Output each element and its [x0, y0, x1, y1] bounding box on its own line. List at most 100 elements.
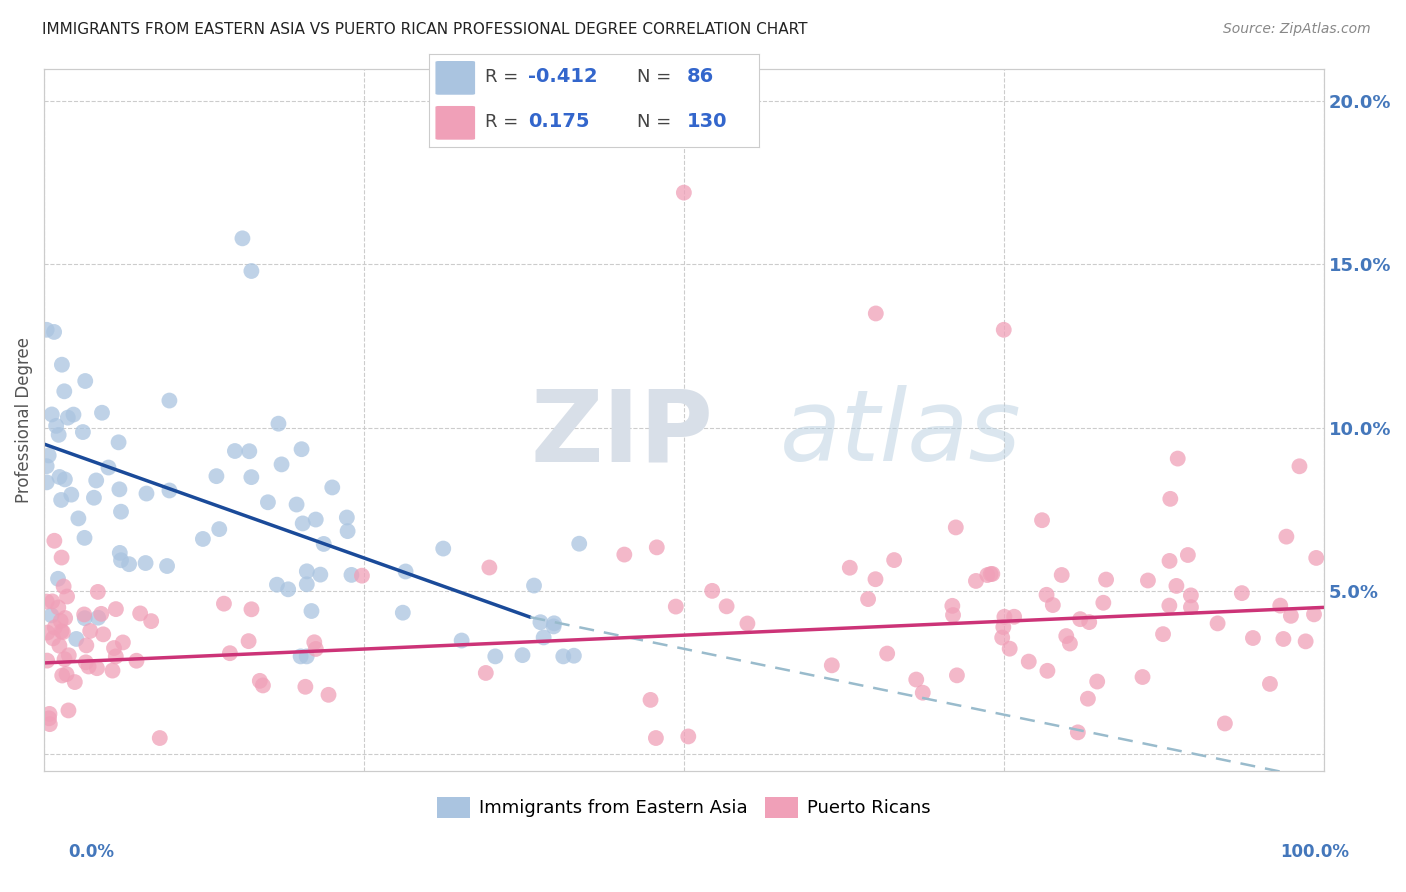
Point [645, 541, 668, 555]
Point [252, 678, 274, 692]
Point [946, 668, 969, 682]
Point [1180, 588, 1202, 602]
Text: ZIP: ZIP [530, 385, 713, 483]
Point [1279, 608, 1302, 623]
Point [58, 703, 80, 717]
Point [1042, 598, 1064, 612]
Y-axis label: Professional Degree: Professional Degree [15, 336, 32, 502]
Point [1159, 554, 1181, 568]
Point [53, 611, 76, 625]
Point [981, 566, 1004, 581]
Point [1078, 615, 1101, 629]
Point [1067, 725, 1090, 739]
Point [1085, 674, 1108, 689]
Point [336, 524, 359, 538]
Point [529, 615, 551, 630]
Point [37, 654, 59, 668]
Point [1177, 548, 1199, 562]
Point [101, 664, 124, 678]
Point [266, 577, 288, 591]
Point [941, 599, 963, 613]
Point [432, 541, 454, 556]
Point [55, 667, 77, 681]
Point [159, 483, 181, 498]
Point [1270, 599, 1292, 613]
Point [998, 641, 1021, 656]
Point [911, 686, 934, 700]
Point [1159, 491, 1181, 506]
Point [702, 583, 724, 598]
Point [103, 640, 125, 655]
Point [394, 565, 416, 579]
Point [51, 624, 73, 639]
Point [1159, 599, 1181, 613]
Point [865, 306, 887, 320]
Point [295, 577, 318, 591]
Point [257, 495, 280, 509]
Point [110, 553, 132, 567]
Point [135, 556, 157, 570]
Point [1213, 716, 1236, 731]
Point [42, 325, 65, 339]
Point [224, 444, 246, 458]
Point [205, 469, 228, 483]
Point [75, 374, 97, 388]
Point [309, 567, 332, 582]
Point [543, 619, 565, 633]
Point [73, 607, 96, 622]
Point [318, 688, 340, 702]
Point [1275, 530, 1298, 544]
Point [56, 590, 79, 604]
Point [97, 460, 120, 475]
Point [613, 548, 636, 562]
Point [1258, 677, 1281, 691]
Text: R =: R = [485, 68, 524, 86]
Point [141, 614, 163, 628]
Point [91, 627, 114, 641]
Point [38, 717, 60, 731]
Point [108, 546, 131, 560]
Point [1295, 634, 1317, 648]
Point [35, 475, 58, 490]
Point [231, 231, 253, 245]
Point [1230, 586, 1253, 600]
Point [111, 635, 134, 649]
Point [1035, 588, 1057, 602]
Point [391, 606, 413, 620]
Point [52, 579, 75, 593]
Point [312, 537, 335, 551]
Point [1059, 636, 1081, 650]
Point [38, 449, 60, 463]
Point [38, 706, 60, 721]
Text: 130: 130 [686, 112, 727, 131]
Point [149, 731, 172, 745]
Point [980, 567, 1002, 582]
Point [212, 597, 235, 611]
Point [79, 624, 101, 638]
Point [91, 406, 114, 420]
Point [83, 491, 105, 505]
Point [87, 610, 110, 624]
Point [1054, 629, 1077, 643]
Point [1272, 632, 1295, 646]
Point [543, 616, 565, 631]
Text: 100.0%: 100.0% [1279, 843, 1350, 861]
Point [51, 358, 73, 372]
Point [568, 537, 591, 551]
Point [1152, 627, 1174, 641]
Point [42, 632, 65, 646]
Point [553, 649, 575, 664]
Point [41, 594, 63, 608]
Point [240, 602, 263, 616]
Point [905, 673, 928, 687]
Point [53, 472, 76, 486]
Point [277, 582, 299, 597]
Point [52, 625, 75, 640]
Text: -0.412: -0.412 [529, 68, 598, 87]
Point [512, 648, 534, 662]
Text: IMMIGRANTS FROM EASTERN ASIA VS PUERTO RICAN PROFESSIONAL DEGREE CORRELATION CHA: IMMIGRANTS FROM EASTERN ASIA VS PUERTO R… [42, 22, 807, 37]
Point [876, 647, 898, 661]
Point [73, 531, 96, 545]
Point [110, 505, 132, 519]
Point [267, 417, 290, 431]
